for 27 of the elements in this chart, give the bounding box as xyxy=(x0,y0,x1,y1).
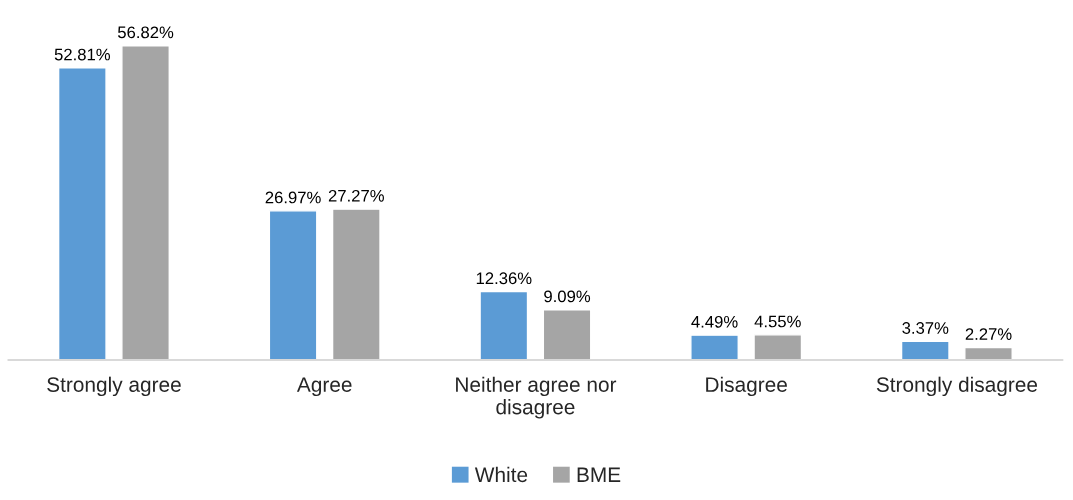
bar xyxy=(57,67,107,360)
bar xyxy=(690,334,739,360)
bar xyxy=(753,334,803,360)
data-label: 52.81% xyxy=(54,48,111,61)
data-label: 2.27% xyxy=(965,328,1012,340)
data-label: 4.55% xyxy=(754,315,801,328)
data-label: 9.09% xyxy=(544,290,591,303)
legend-label: BME xyxy=(577,467,621,482)
data-label: 12.36% xyxy=(476,272,532,285)
bar xyxy=(900,340,950,360)
bar xyxy=(542,309,592,360)
bar xyxy=(964,346,1013,360)
x-tick-label: Strongly disagree xyxy=(876,376,1038,397)
x-tick-label: Strongly agree xyxy=(47,376,181,397)
x-tick-label: Agree xyxy=(296,377,352,397)
bar xyxy=(331,208,381,360)
legend-label: White xyxy=(474,466,528,483)
data-label: 56.82% xyxy=(117,26,174,39)
bar xyxy=(268,210,318,360)
data-label: 27.27% xyxy=(328,189,384,202)
data-label: 3.37% xyxy=(902,322,949,334)
bar xyxy=(121,45,170,360)
x-tick-label: Neither agree nor disagree xyxy=(456,376,617,419)
data-label: 26.97% xyxy=(265,191,321,204)
x-tick-label: Disagree xyxy=(706,376,787,397)
bar xyxy=(479,290,529,360)
data-label: 4.49% xyxy=(691,315,738,328)
